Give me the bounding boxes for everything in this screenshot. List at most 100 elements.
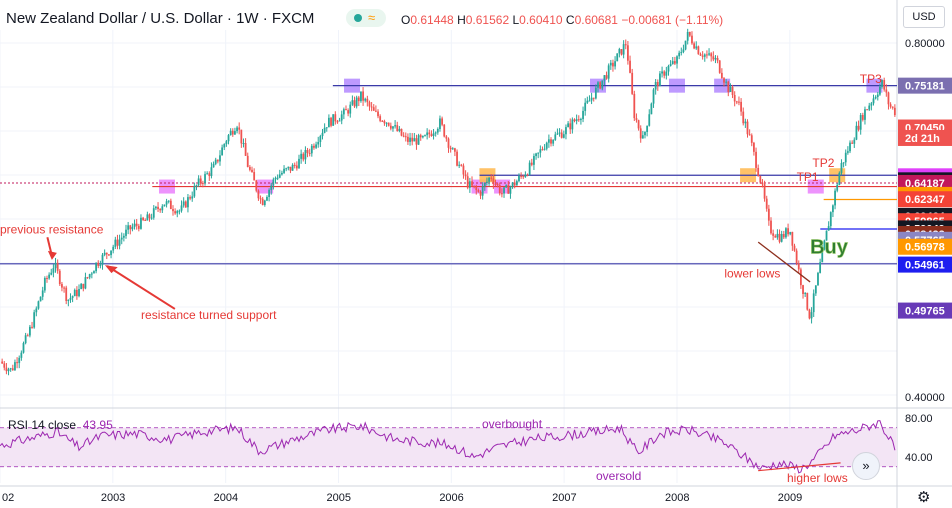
candle-body bbox=[795, 250, 798, 264]
candle-body bbox=[618, 49, 621, 54]
candle-body bbox=[347, 110, 350, 114]
x-tick-label: 2004 bbox=[214, 492, 238, 504]
candle-body bbox=[701, 55, 704, 57]
candle-body bbox=[767, 208, 770, 221]
candle-body bbox=[580, 119, 582, 121]
candle-body bbox=[710, 53, 713, 57]
candle-body bbox=[708, 53, 710, 55]
candle-body bbox=[236, 127, 238, 132]
high-label: H bbox=[457, 13, 466, 27]
candle-body bbox=[58, 270, 61, 285]
rsi-y-tick-label: 80.00 bbox=[905, 413, 933, 425]
candle-body bbox=[861, 115, 864, 120]
scroll-to-latest-button[interactable]: » bbox=[852, 452, 880, 480]
candle-body bbox=[622, 44, 625, 55]
candle-body bbox=[270, 185, 273, 190]
candle-body bbox=[451, 148, 454, 150]
candle-body bbox=[332, 114, 335, 126]
candle-body bbox=[641, 135, 644, 139]
candle-body bbox=[208, 173, 211, 177]
candle-body bbox=[761, 182, 764, 185]
candle-body bbox=[513, 182, 516, 186]
lower-lows-trendline bbox=[757, 241, 811, 283]
status-dot-icon bbox=[354, 14, 362, 22]
candle-body bbox=[789, 231, 792, 235]
candle-body bbox=[50, 272, 53, 275]
candle-body bbox=[364, 98, 367, 101]
candle-body bbox=[402, 135, 405, 137]
candle-body bbox=[240, 129, 243, 144]
candle-body bbox=[635, 118, 638, 121]
candle-body bbox=[434, 132, 437, 134]
rsi-value: 43.95 bbox=[82, 418, 113, 432]
candle-body bbox=[304, 149, 307, 160]
candle-body bbox=[808, 309, 811, 319]
candle-body bbox=[75, 289, 78, 297]
candle-body bbox=[82, 283, 85, 289]
candle-body bbox=[159, 208, 162, 211]
gear-icon[interactable]: ⚙ bbox=[917, 489, 931, 506]
candle-body bbox=[755, 151, 757, 168]
candle-body bbox=[607, 65, 610, 79]
price-label-bg bbox=[898, 302, 952, 319]
candle-body bbox=[763, 184, 766, 199]
candle-body bbox=[441, 118, 443, 125]
candle-body bbox=[69, 297, 72, 300]
candle-body bbox=[216, 159, 219, 162]
candle-body bbox=[289, 166, 292, 171]
candle-body bbox=[99, 264, 102, 266]
x-tick-label: 2009 bbox=[778, 492, 802, 504]
candle-body bbox=[272, 179, 275, 186]
candle-body bbox=[787, 228, 789, 235]
candle-body bbox=[63, 287, 65, 289]
candle-body bbox=[182, 201, 185, 206]
candle-body bbox=[41, 290, 44, 297]
candle-body bbox=[802, 285, 804, 294]
candle-body bbox=[178, 210, 181, 212]
candle-body bbox=[43, 278, 46, 291]
candle-body bbox=[368, 102, 371, 107]
close-value: 0.60681 bbox=[574, 13, 618, 27]
candle-body bbox=[723, 78, 725, 83]
annotation-label: resistance turned support bbox=[141, 308, 277, 322]
currency-button[interactable]: USD bbox=[903, 6, 945, 28]
candle-body bbox=[421, 135, 424, 138]
candle-body bbox=[748, 134, 751, 136]
candle-body bbox=[163, 204, 166, 207]
candle-body bbox=[9, 368, 12, 370]
candle-body bbox=[857, 125, 860, 130]
candle-body bbox=[387, 122, 390, 126]
candle-body bbox=[686, 31, 689, 41]
candle-body bbox=[859, 115, 862, 130]
candle-body bbox=[225, 141, 228, 145]
candle-body bbox=[142, 217, 144, 220]
candle-body bbox=[650, 103, 653, 115]
candle-body bbox=[334, 114, 337, 122]
candle-body bbox=[1, 361, 4, 364]
candle-body bbox=[313, 145, 315, 148]
candle-body bbox=[817, 272, 819, 286]
candle-body bbox=[678, 52, 681, 57]
candle-body bbox=[246, 155, 249, 168]
candle-body bbox=[558, 132, 561, 134]
candle-body bbox=[155, 206, 157, 209]
rsi-legend: RSI 14 close 43.95 bbox=[8, 418, 113, 432]
candle-body bbox=[146, 214, 149, 221]
candle-body bbox=[261, 198, 264, 205]
indicator-toggle-pill[interactable]: ≈ bbox=[346, 9, 386, 27]
candle-body bbox=[97, 262, 100, 266]
candle-body bbox=[362, 91, 364, 101]
candle-body bbox=[671, 61, 674, 64]
x-tick-label: 2006 bbox=[439, 492, 463, 504]
candle-body bbox=[54, 262, 57, 269]
candle-body bbox=[520, 175, 523, 177]
candle-body bbox=[253, 172, 256, 181]
candle-body bbox=[518, 175, 520, 182]
candle-body bbox=[398, 128, 401, 131]
candle-body bbox=[571, 119, 574, 130]
candle-body bbox=[411, 137, 414, 142]
candle-body bbox=[466, 176, 469, 188]
candle-body bbox=[554, 134, 557, 140]
candle-body bbox=[108, 254, 110, 256]
